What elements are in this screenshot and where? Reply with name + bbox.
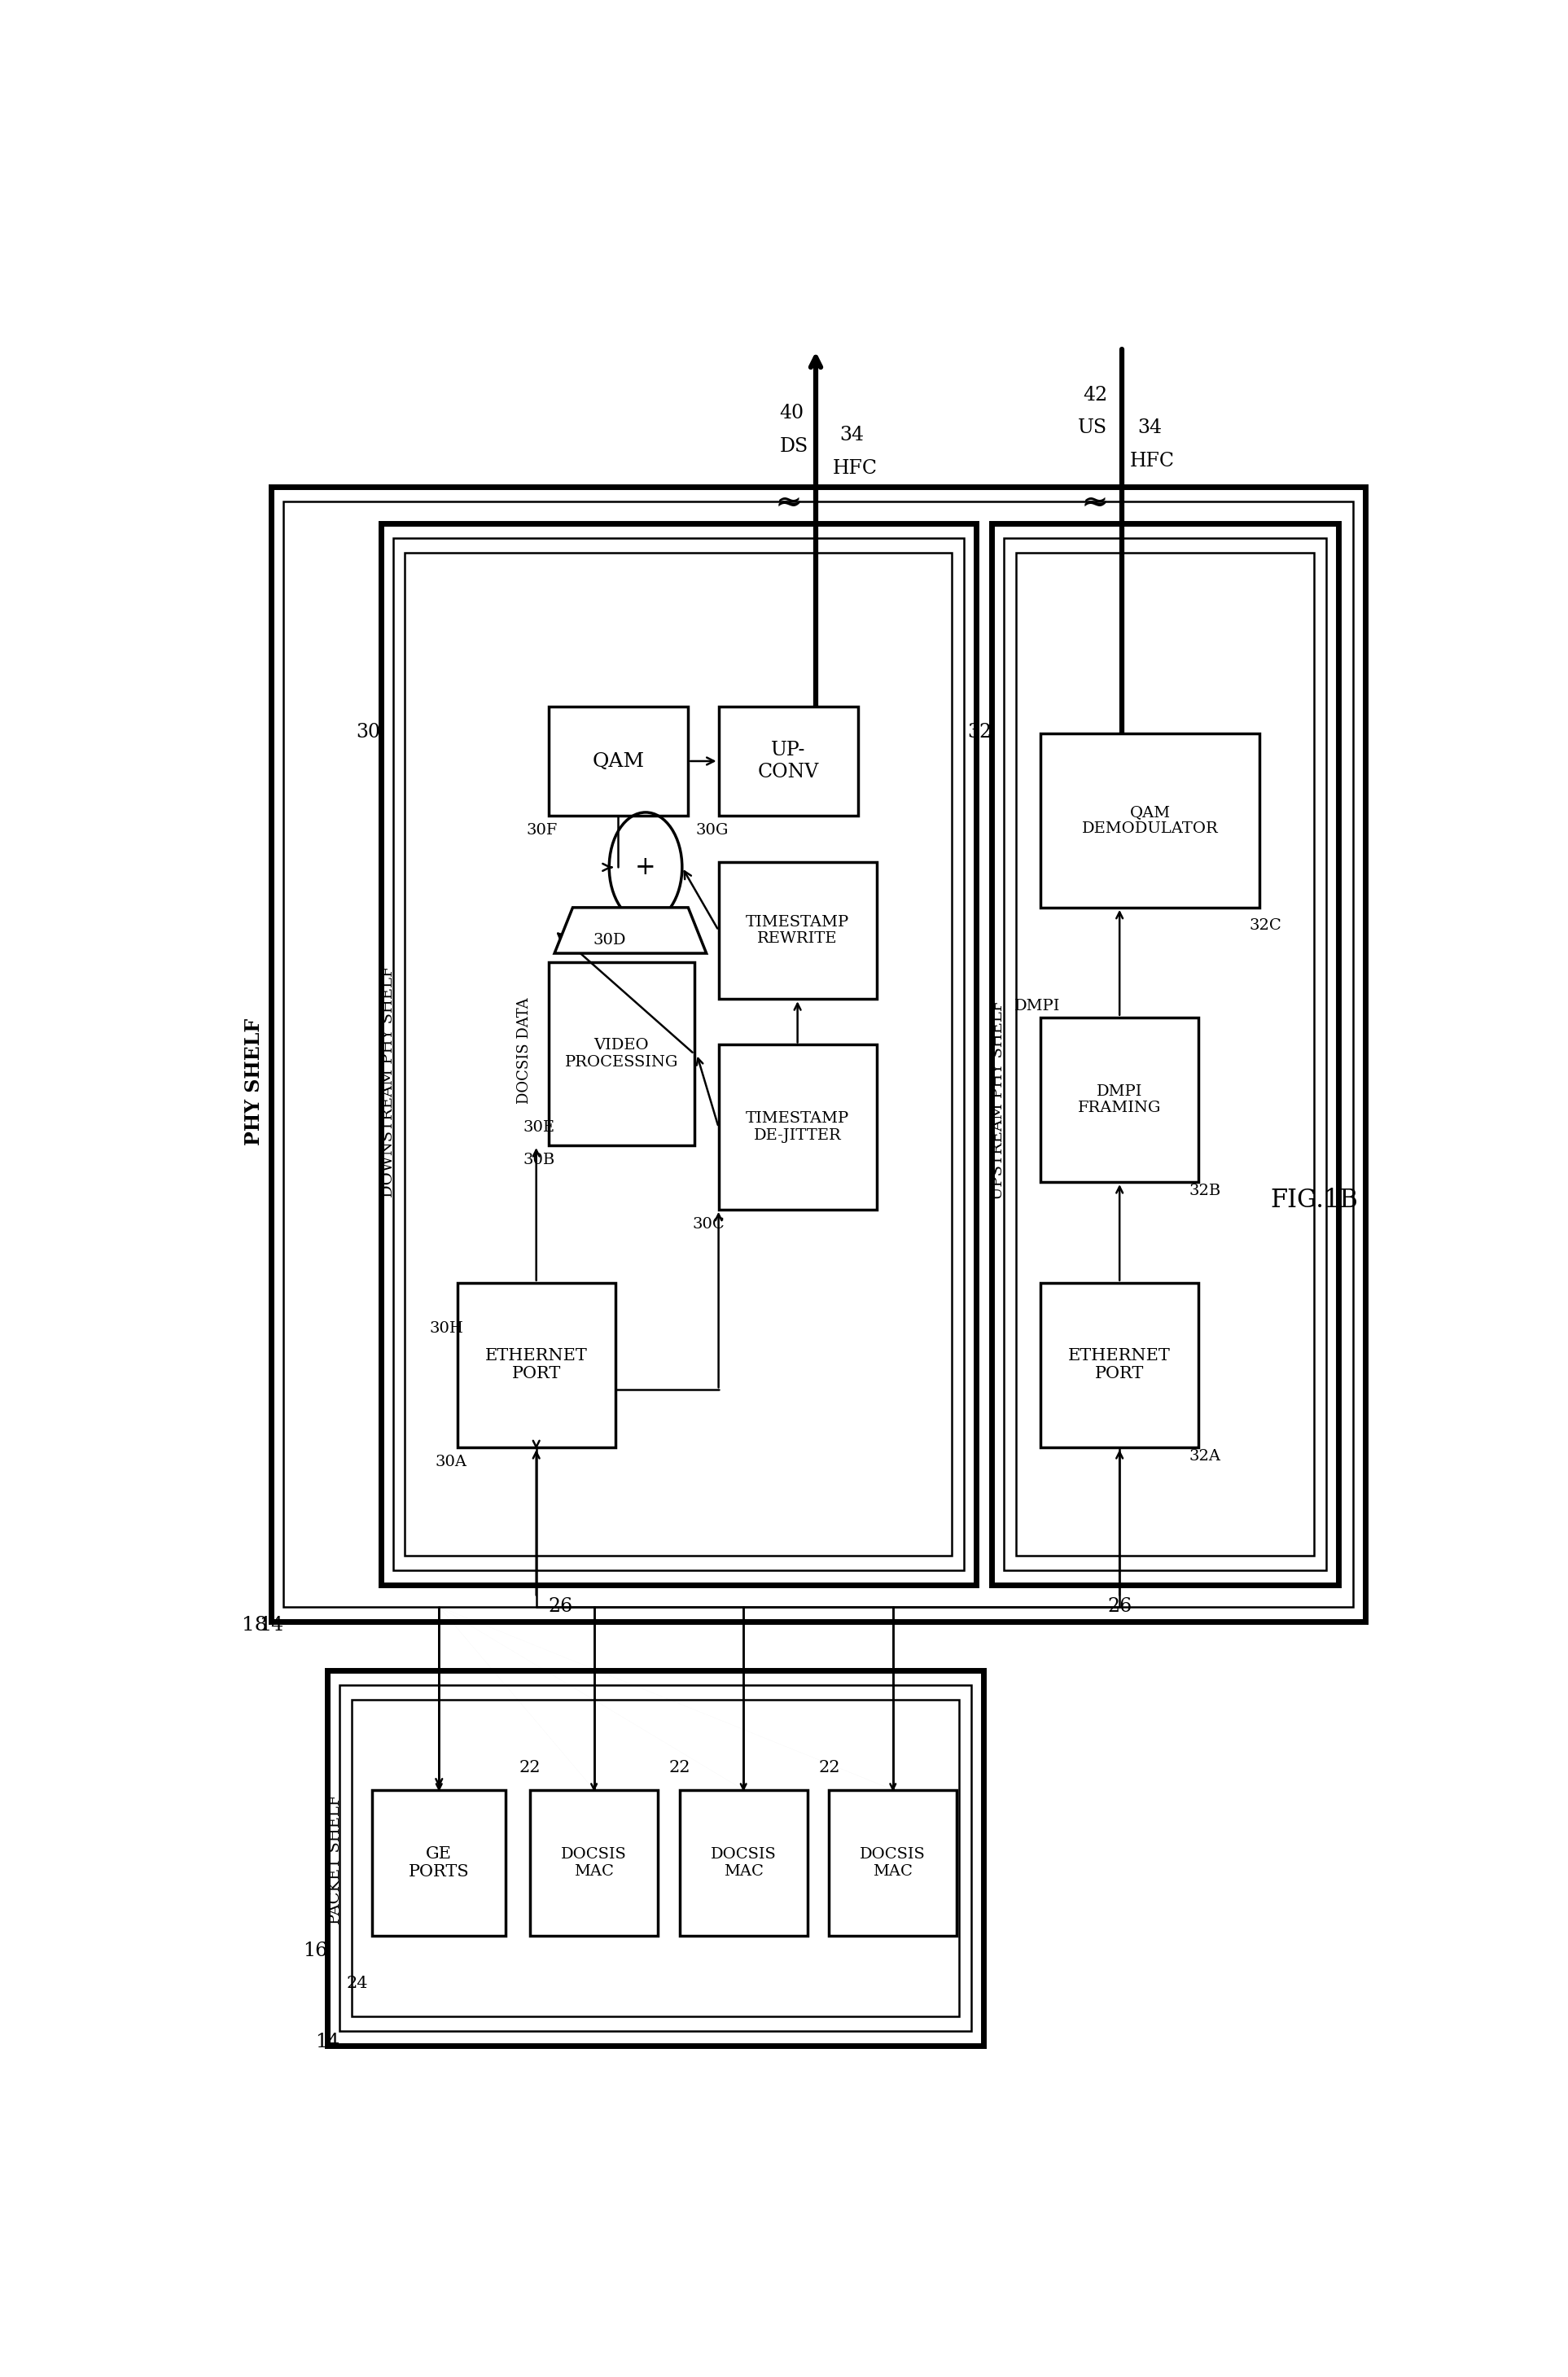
Text: 32A: 32A (1189, 1450, 1220, 1464)
Text: DOCSIS DATA: DOCSIS DATA (517, 996, 532, 1103)
Bar (271, 487, 1366, 1621)
Text: 18: 18 (241, 1616, 267, 1635)
Text: 34: 34 (1138, 418, 1162, 437)
Text: ~: ~ (775, 487, 803, 523)
Text: PACKET SHELF: PACKET SHELF (328, 1795, 343, 1923)
Text: DS: DS (779, 437, 808, 456)
Text: 34: 34 (840, 425, 864, 444)
Bar (993, 523, 1339, 1585)
Bar (372, 1790, 506, 1937)
Bar (530, 1790, 659, 1937)
Text: 14: 14 (259, 1616, 284, 1635)
Polygon shape (555, 908, 707, 953)
Text: GE
PORTS: GE PORTS (409, 1847, 469, 1880)
Bar (718, 863, 877, 998)
Text: TIMESTAMP
DE-JITTER: TIMESTAMP DE-JITTER (746, 1112, 850, 1143)
Text: 30B: 30B (522, 1153, 555, 1167)
Bar (549, 706, 688, 815)
Text: 32: 32 (967, 723, 993, 742)
Text: 30C: 30C (693, 1217, 724, 1231)
Text: 14: 14 (315, 2032, 340, 2051)
Text: 24: 24 (347, 1975, 368, 1992)
Bar (1016, 551, 1314, 1555)
Text: ~: ~ (776, 487, 803, 516)
Text: DOCSIS
MAC: DOCSIS MAC (710, 1847, 776, 1878)
Text: QAM: QAM (593, 751, 644, 770)
Text: 30D: 30D (593, 934, 626, 948)
Text: PHY SHELF: PHY SHELF (245, 1017, 263, 1146)
Text: 26: 26 (549, 1597, 572, 1616)
Bar (1041, 1017, 1198, 1181)
Bar (405, 551, 952, 1555)
Bar (394, 537, 964, 1571)
Text: 22: 22 (670, 1759, 690, 1776)
Text: HFC: HFC (1131, 452, 1174, 471)
Text: +: + (635, 856, 655, 879)
Bar (458, 1284, 615, 1448)
Text: VIDEO
PROCESSING: VIDEO PROCESSING (564, 1039, 677, 1070)
Text: FIG.1B: FIG.1B (1270, 1188, 1358, 1212)
Text: HFC: HFC (833, 459, 877, 478)
Bar (1041, 1284, 1198, 1448)
Text: ~: ~ (1080, 487, 1110, 523)
Text: 32B: 32B (1189, 1184, 1220, 1198)
Text: 32C: 32C (1250, 918, 1281, 934)
Bar (718, 1046, 877, 1210)
Text: 30G: 30G (696, 822, 729, 839)
Text: 22: 22 (818, 1759, 840, 1776)
Text: 30H: 30H (430, 1322, 464, 1336)
Text: UPSTREAM PHY SHELF: UPSTREAM PHY SHELF (991, 1001, 1005, 1200)
Text: ETHERNET
PORT: ETHERNET PORT (1068, 1348, 1171, 1381)
Bar (679, 1790, 808, 1937)
Text: DOCSIS
MAC: DOCSIS MAC (561, 1847, 627, 1878)
Bar (829, 1790, 956, 1937)
Text: 30A: 30A (436, 1455, 467, 1469)
Bar (381, 523, 977, 1585)
Text: ETHERNET
PORT: ETHERNET PORT (485, 1348, 588, 1381)
Text: DOCSIS
MAC: DOCSIS MAC (859, 1847, 925, 1878)
Text: 30: 30 (356, 723, 381, 742)
Text: 16: 16 (303, 1942, 328, 1961)
Bar (1041, 734, 1259, 908)
Bar (1004, 537, 1327, 1571)
Bar (284, 502, 1353, 1607)
Text: 26: 26 (1107, 1597, 1132, 1616)
Text: 40: 40 (779, 404, 804, 423)
Text: 42: 42 (1083, 385, 1107, 404)
Bar (549, 963, 695, 1146)
Text: 30F: 30F (527, 822, 558, 839)
Bar (351, 1700, 960, 2016)
Text: ~: ~ (1082, 487, 1109, 516)
Text: QAM
DEMODULATOR: QAM DEMODULATOR (1082, 806, 1218, 837)
Bar (718, 706, 858, 815)
Text: 30E: 30E (522, 1120, 555, 1134)
Text: TIMESTAMP
REWRITE: TIMESTAMP REWRITE (746, 915, 850, 946)
Text: 22: 22 (519, 1759, 541, 1776)
Text: DMPI: DMPI (1014, 998, 1060, 1013)
Bar (328, 1671, 983, 2047)
Text: US: US (1079, 418, 1107, 437)
Text: DOWNSTREAM PHY SHELF: DOWNSTREAM PHY SHELF (381, 965, 395, 1198)
Bar (339, 1685, 971, 2032)
Text: DMPI
FRAMING: DMPI FRAMING (1077, 1084, 1162, 1115)
Text: UP-
CONV: UP- CONV (757, 742, 818, 782)
